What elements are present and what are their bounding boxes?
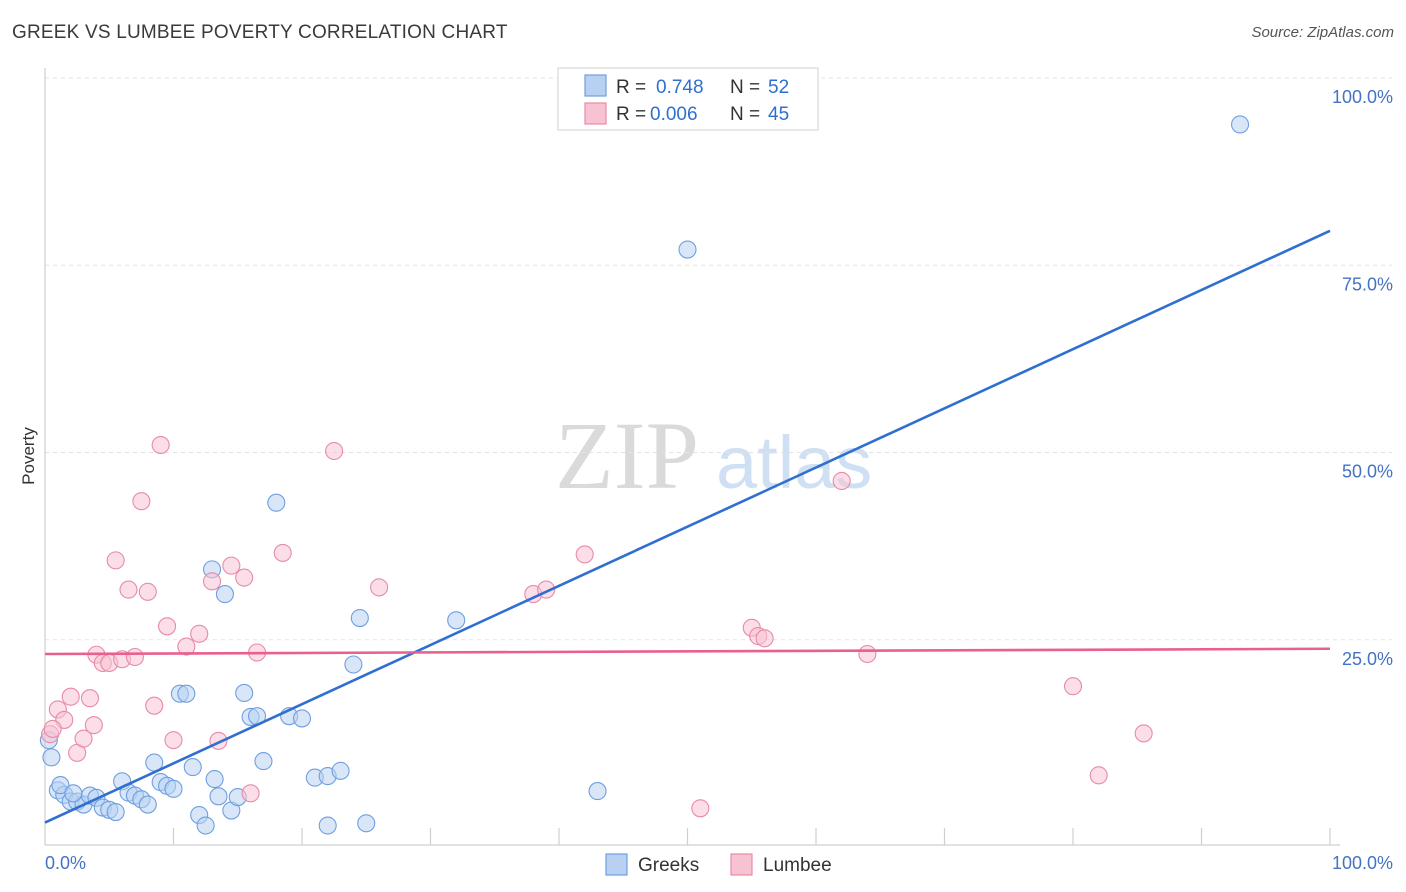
trend-lines <box>44 229 1331 824</box>
greeks-point-46 <box>588 782 607 801</box>
lumbee-point-37 <box>755 629 774 648</box>
lumbee-point-25 <box>235 568 254 587</box>
lumbee-point-28 <box>273 543 292 562</box>
greeks-point-28 <box>215 585 234 604</box>
greeks-point-26 <box>205 770 224 789</box>
lumbee-point-39 <box>858 644 877 664</box>
lumbee-point-17 <box>151 435 170 455</box>
greeks-point-35 <box>267 493 286 512</box>
lumbee-point-29 <box>325 441 344 461</box>
legend-r-greeks: 0.748 <box>656 77 704 98</box>
lumbee-point-19 <box>164 731 183 750</box>
greeks-point-24 <box>196 816 215 835</box>
bottom-legend-lumbee: Lumbee <box>763 855 832 876</box>
greeks-point-50 <box>51 776 70 795</box>
greeks-point-41 <box>344 655 363 674</box>
greeks-point-31 <box>235 683 254 703</box>
greeks-point-22 <box>183 758 202 777</box>
greeks-point-37 <box>292 709 312 728</box>
lumbee-point-10 <box>106 551 125 570</box>
bottom-legend-swatch-lumbee <box>730 853 753 876</box>
watermark-zip: ZIP <box>555 402 699 509</box>
lumbee-point-16 <box>145 696 164 715</box>
legend-swatch-lumbee <box>584 102 607 125</box>
greeks-point-40 <box>331 761 350 780</box>
lumbee-point-21 <box>190 624 209 643</box>
lumbee-point-22 <box>203 572 222 591</box>
legend-swatch-greeks <box>584 74 607 97</box>
lumbee-point-6 <box>80 689 100 708</box>
greeks-point-48 <box>1231 115 1250 134</box>
grid <box>45 77 1392 641</box>
greeks-trend-line <box>44 229 1331 824</box>
y-tick-label-50: 50.0% <box>1342 462 1393 482</box>
legend-n-lumbee: 45 <box>768 104 789 125</box>
lumbee-point-40 <box>1063 677 1083 696</box>
legend-n-greeks: 52 <box>768 77 789 98</box>
greeks-point-51 <box>64 784 83 803</box>
lumbee-point-18 <box>158 617 177 636</box>
data-points <box>39 115 1250 835</box>
lumbee-point-41 <box>1089 766 1108 785</box>
lumbee-point-5 <box>74 729 93 748</box>
lumbee-point-38 <box>832 471 851 491</box>
lumbee-point-20 <box>177 637 196 656</box>
greeks-point-42 <box>350 609 369 628</box>
greeks-point-0 <box>42 748 61 767</box>
lumbee-point-44 <box>84 716 103 735</box>
lumbee-point-42 <box>1134 724 1153 743</box>
lumbee-point-33 <box>575 545 594 564</box>
legend-n-label-lumbee: N = <box>730 104 760 125</box>
greeks-point-10 <box>106 802 125 822</box>
bottom-legend-swatch-greeks <box>605 853 628 876</box>
lumbee-point-12 <box>119 580 138 599</box>
lumbee-point-43 <box>43 719 62 738</box>
legend-r-label-lumbee: R = <box>616 104 646 125</box>
lumbee-point-30 <box>370 578 389 597</box>
tick-labels: 25.0% 50.0% 75.0% 100.0% 0.0% 100.0% <box>45 87 1393 873</box>
greeks-point-21 <box>177 684 196 703</box>
lumbee-point-3 <box>61 687 80 706</box>
legend-n-label-greeks: N = <box>730 77 760 98</box>
greeks-point-34 <box>254 752 273 771</box>
bottom-legend-greeks: Greeks <box>638 855 699 876</box>
series-legend: Greeks Lumbee <box>605 853 832 876</box>
y-axis-label: Poverty <box>19 427 38 485</box>
x-tick-label-100: 100.0% <box>1332 853 1393 873</box>
greeks-point-15 <box>138 795 157 814</box>
lumbee-point-24 <box>222 556 241 575</box>
lumbee-point-14 <box>132 492 151 511</box>
greeks-point-43 <box>318 816 337 835</box>
y-tick-label-25: 25.0% <box>1342 649 1393 669</box>
correlation-legend: R = 0.748 N = 52 R = 0.006 N = 45 <box>557 67 819 131</box>
legend-r-label-greeks: R = <box>616 77 646 98</box>
legend-r-lumbee: 0.006 <box>650 104 698 125</box>
x-tick-label-0: 0.0% <box>45 853 86 873</box>
axes <box>44 68 1340 846</box>
chart-title: GREEK VS LUMBEE POVERTY CORRELATION CHAR… <box>12 22 508 43</box>
y-tick-label-75: 75.0% <box>1342 274 1393 294</box>
greeks-point-27 <box>209 787 228 806</box>
lumbee-point-34 <box>691 799 710 818</box>
lumbee-point-15 <box>138 582 157 601</box>
y-tick-label-100: 100.0% <box>1332 87 1393 107</box>
greeks-point-45 <box>447 611 466 630</box>
lumbee-point-26 <box>241 784 260 803</box>
greeks-point-44 <box>357 814 376 833</box>
lumbee-trend-line <box>44 647 1331 656</box>
watermark-atlas: atlas <box>716 421 872 504</box>
chart-source: Source: ZipAtlas.com <box>1251 24 1394 41</box>
greeks-point-47 <box>678 240 697 259</box>
greeks-point-19 <box>164 779 183 798</box>
lumbee-point-13 <box>125 647 144 667</box>
